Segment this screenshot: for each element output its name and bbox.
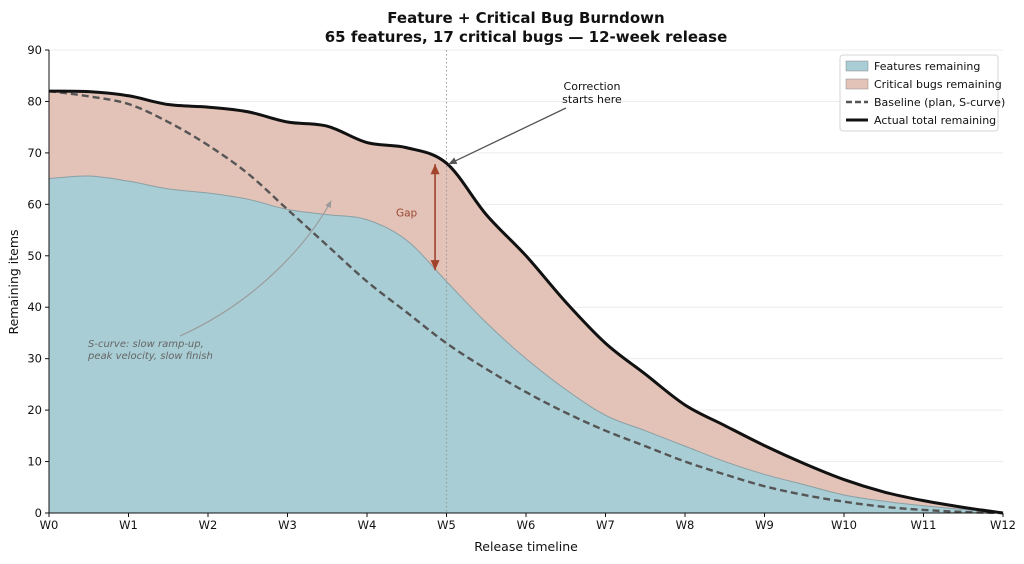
s-curve-label-line: peak velocity, slow finish <box>87 351 213 362</box>
correction-label-line: Correction <box>564 80 621 93</box>
x-tick-label: W0 <box>40 518 59 532</box>
critical-bugs-remaining-area <box>49 91 1003 514</box>
y-tick-label: 20 <box>27 403 42 417</box>
legend-swatch <box>845 60 869 72</box>
correction-label: Correction starts here <box>562 80 622 106</box>
x-tick-label: W5 <box>437 518 456 532</box>
x-tick-label: W12 <box>990 518 1016 532</box>
x-tick-label: W2 <box>199 518 218 532</box>
x-tick-label: W9 <box>755 518 774 532</box>
x-tick-label: W7 <box>596 518 615 532</box>
y-tick-label: 10 <box>27 455 42 469</box>
x-tick-label: W10 <box>831 518 857 532</box>
x-tick-label: W1 <box>119 518 138 532</box>
features-boundary-line <box>48 175 1004 514</box>
legend: Features remaining Critical bugs remainin… <box>839 54 1005 132</box>
gap-label: Gap <box>396 208 418 220</box>
y-tick-label: 70 <box>27 146 42 160</box>
legend-entry: Actual total remaining <box>874 114 996 127</box>
legend-box <box>839 54 999 132</box>
chart-title: Feature + Critical Bug Burndown <box>387 9 664 27</box>
legend-entry: Features remaining <box>874 60 980 73</box>
baseline-line <box>48 89 1004 515</box>
x-tick-label: W6 <box>517 518 536 532</box>
y-tick-label: 40 <box>27 300 42 314</box>
legend-entry: Baseline (plan, S-curve) <box>874 96 1005 109</box>
y-tick-label: 80 <box>27 94 42 108</box>
y-tick-label: 0 <box>35 506 42 520</box>
annotations: Correction starts here Gap S-curve: slow ra… <box>87 80 622 362</box>
x-axis-label: Release timeline <box>474 539 578 554</box>
y-tick-label: 50 <box>27 249 42 263</box>
x-tick-label: W8 <box>676 518 695 532</box>
legend-swatch <box>845 78 869 90</box>
axes: 0 10 20 30 40 50 60 70 80 90 W0 W1 W2 W3 W4 W5 W6 W7 W8 W9 W… <box>27 43 1016 532</box>
actual-total-line <box>48 89 1004 515</box>
x-tick-label: W3 <box>278 518 297 532</box>
x-tick-label: W4 <box>358 518 377 532</box>
correction-arrow <box>448 107 567 165</box>
stacked-areas <box>48 91 1004 514</box>
y-tick-label: 90 <box>27 43 42 57</box>
y-axis-label: Remaining items <box>6 229 21 334</box>
series-lines <box>48 50 1004 515</box>
x-tick-label: W11 <box>910 518 936 532</box>
legend-entry: Critical bugs remaining <box>874 78 1002 91</box>
s-curve-label-line: S-curve: slow ramp-up, <box>88 339 204 350</box>
y-tick-label: 60 <box>27 197 42 211</box>
s-curve-arrow <box>179 200 332 337</box>
correction-label-line: starts here <box>562 93 622 106</box>
chart-subtitle: 65 features, 17 critical bugs — 12-week … <box>325 28 728 46</box>
y-tick-label: 30 <box>27 352 42 366</box>
s-curve-label: S-curve: slow ramp-up, peak velocity, slo… <box>87 339 213 362</box>
